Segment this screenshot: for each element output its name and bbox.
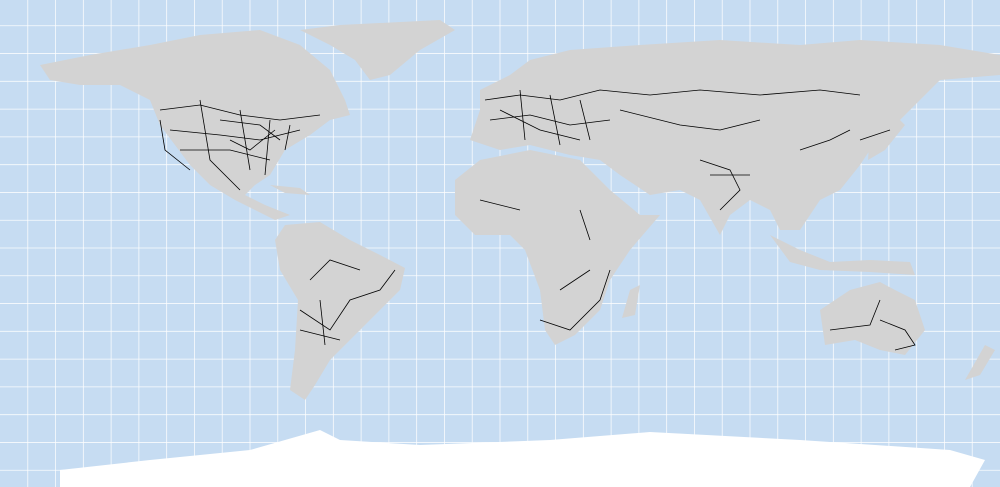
japan <box>868 115 905 160</box>
new-zealand <box>965 345 995 380</box>
railway <box>299 259 396 346</box>
cuba <box>270 185 310 195</box>
railway <box>484 89 891 211</box>
railway <box>829 299 916 351</box>
indonesia <box>770 235 915 275</box>
madagascar <box>622 285 640 318</box>
south-america <box>275 222 405 400</box>
great-britain <box>488 88 502 110</box>
railway <box>479 199 611 331</box>
antarctica <box>60 430 985 487</box>
eurasia <box>470 40 1000 235</box>
greenland <box>300 20 455 80</box>
land <box>40 20 1000 487</box>
railways <box>159 89 916 351</box>
railway <box>159 99 321 191</box>
north-america <box>40 30 350 220</box>
africa <box>455 150 660 345</box>
